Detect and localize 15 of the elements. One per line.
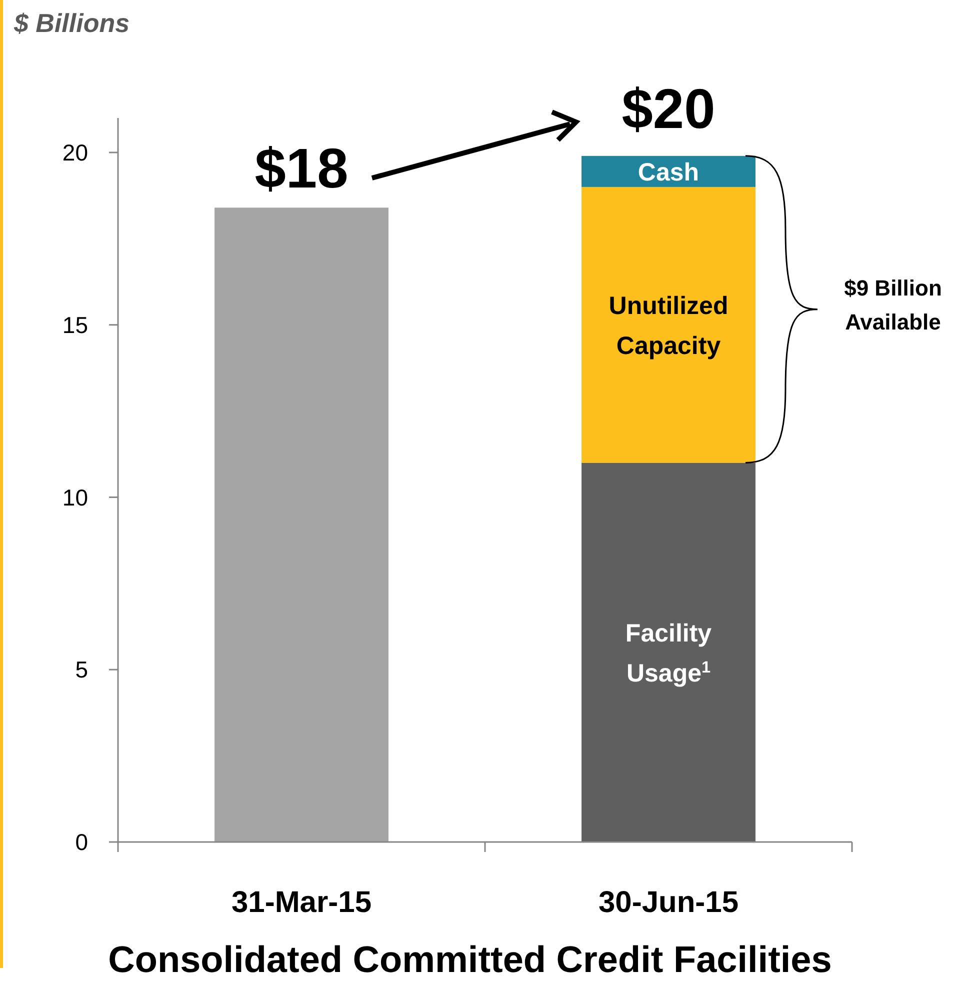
y-tick-label: 10 — [62, 484, 88, 510]
series-label: Cash — [638, 158, 700, 186]
y-tick-label: 0 — [75, 829, 88, 856]
y-axis-title: $ Billions — [13, 8, 130, 38]
series-label: Unutilized Capacity — [608, 292, 728, 360]
y-tick-label: 15 — [62, 312, 88, 338]
text: Consolidated Committed Credit Facilities — [108, 939, 832, 980]
y-tick-label: 5 — [75, 656, 88, 683]
x-tick-label: 31-Mar-15 — [231, 886, 372, 919]
total-label: $18 — [254, 136, 348, 200]
y-tick-label: 20 — [62, 140, 88, 166]
annotation: $9 Billion Available — [844, 275, 942, 334]
total-label: $20 — [622, 76, 716, 140]
x-tick-label: 30-Jun-15 — [598, 886, 739, 919]
series-label: Facility Usage$^{1}$ — [625, 619, 712, 688]
